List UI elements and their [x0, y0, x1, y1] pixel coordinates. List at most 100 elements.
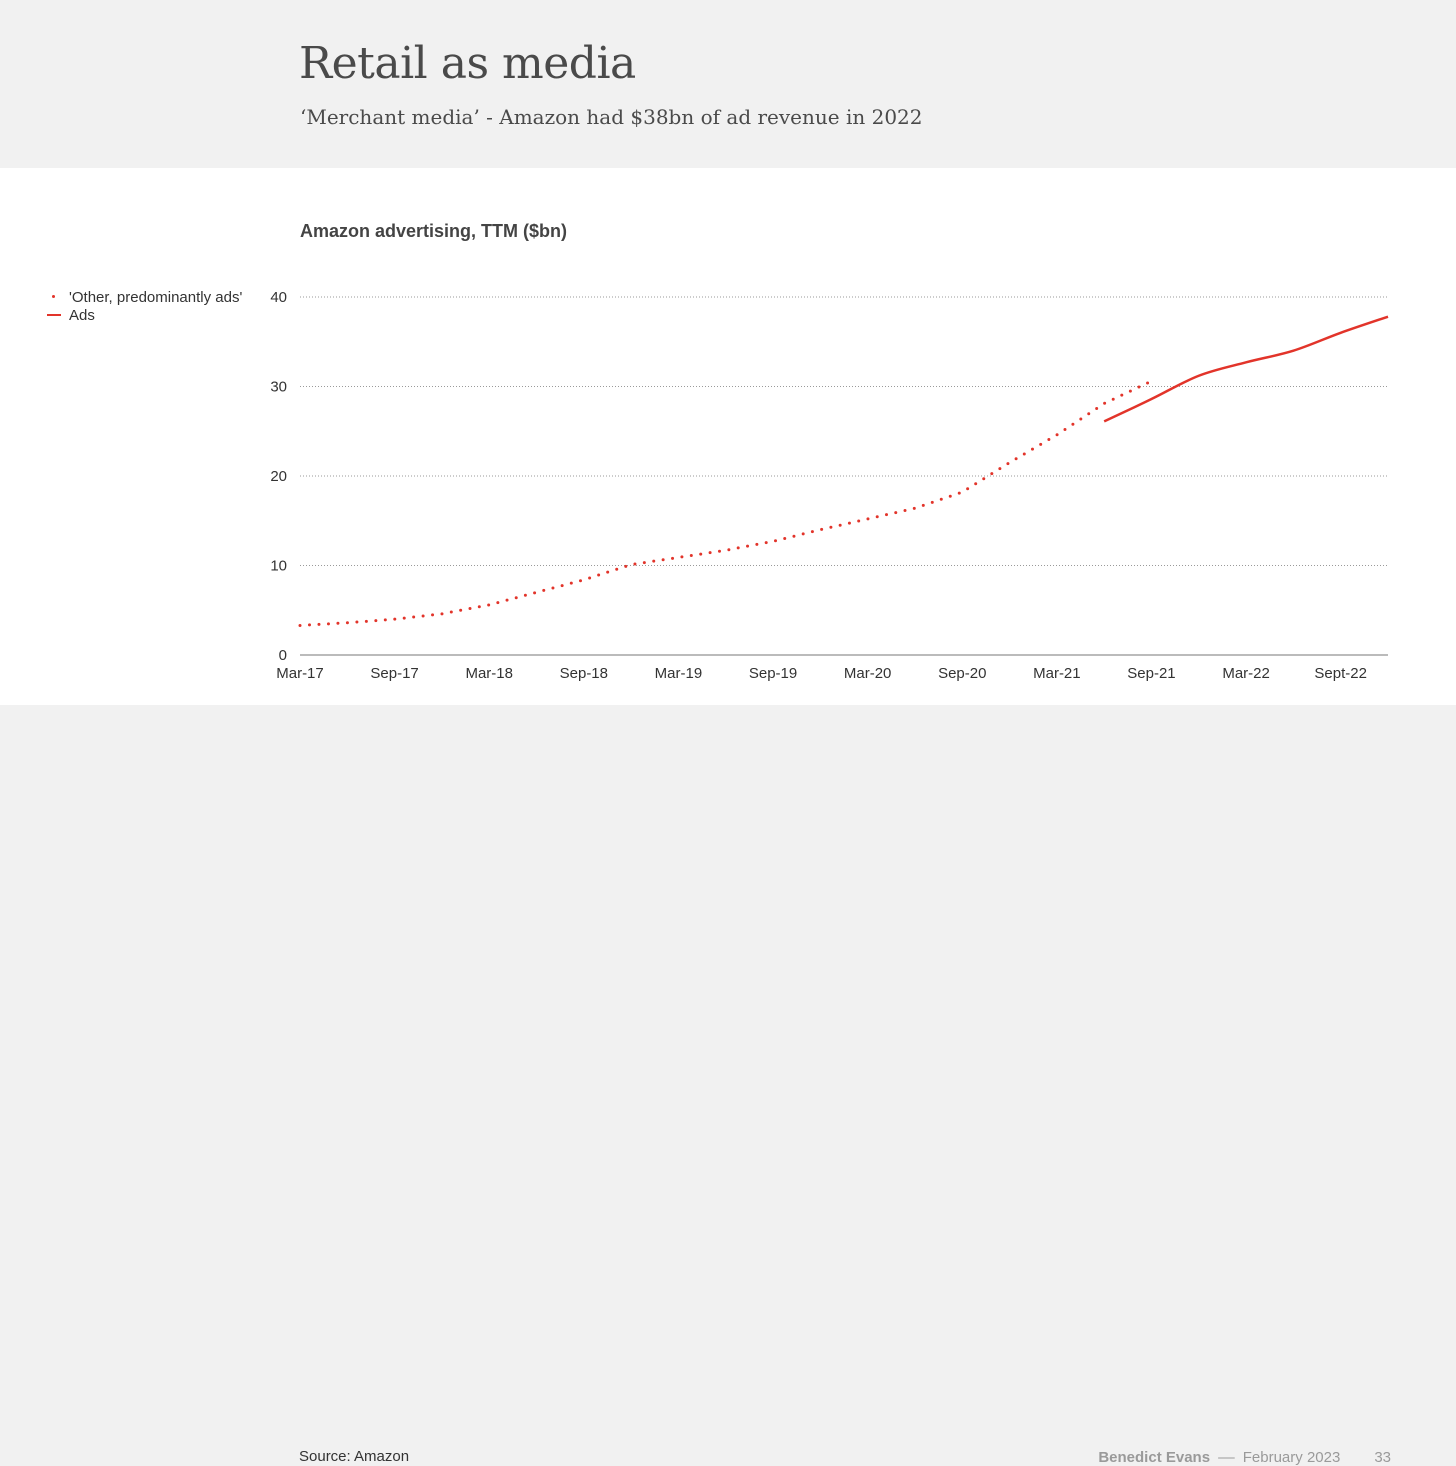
- legend-dot-swatch: [44, 288, 66, 306]
- series-other-point: [857, 519, 861, 523]
- series-other-point: [1120, 393, 1124, 397]
- series-other-point: [514, 596, 518, 600]
- chart-title: Amazon advertising, TTM ($bn): [300, 221, 568, 241]
- y-tick-label: 10: [270, 558, 287, 575]
- series-other-point: [966, 487, 970, 491]
- legend-item-other: 'Other, predominantly ads': [44, 288, 242, 306]
- series-other-point: [875, 515, 879, 519]
- series-other-point: [615, 567, 619, 571]
- series-other-point: [884, 513, 888, 517]
- credit-date: February 2023: [1242, 1449, 1341, 1466]
- series-other-point: [624, 564, 628, 568]
- series-other-point: [801, 532, 805, 536]
- series-other-point: [671, 556, 675, 560]
- series-other-point: [307, 623, 311, 627]
- series-other-point: [421, 614, 425, 618]
- series-other-point: [355, 620, 359, 624]
- series-other-point: [755, 542, 759, 546]
- y-tick-label: 30: [270, 379, 287, 396]
- series-other-point: [998, 467, 1002, 471]
- x-tick-label: Sep-19: [749, 665, 797, 682]
- series-other-point: [1137, 385, 1141, 389]
- x-tick-label: Sep-18: [560, 665, 608, 682]
- series-ads-line: [1103, 315, 1389, 423]
- author-name: Benedict Evans: [1098, 1449, 1211, 1466]
- legend-item-ads: Ads: [44, 306, 242, 324]
- series-other-point: [606, 570, 610, 574]
- page-title: Retail as media: [299, 38, 636, 89]
- series-other-point: [847, 521, 851, 525]
- x-tick-label: Sep-21: [1127, 665, 1175, 682]
- series-other-point: [820, 527, 824, 531]
- series-other-point: [1063, 427, 1067, 431]
- series-other-point: [708, 551, 712, 555]
- series-other-point: [689, 553, 693, 557]
- series-other-point: [764, 541, 768, 545]
- series-other-point: [680, 555, 684, 559]
- series-other-point: [496, 601, 500, 605]
- series-other-point: [1055, 433, 1059, 437]
- series-other-point: [505, 598, 509, 602]
- x-tick-label: Sep-17: [370, 665, 418, 682]
- x-tick-label: Mar-22: [1222, 665, 1270, 682]
- series-other-point: [717, 549, 721, 553]
- series-other-point: [1079, 417, 1083, 421]
- series-other-point: [736, 546, 740, 550]
- series-other-point: [727, 548, 731, 552]
- series-other-point: [578, 579, 582, 583]
- legend-label-other: 'Other, predominantly ads': [69, 288, 243, 306]
- footer-band: Source: Amazon Benedict Evans –– Februar…: [0, 705, 1456, 1466]
- x-tick-label: Mar-18: [465, 665, 513, 682]
- series-other-point: [560, 584, 564, 588]
- series-other-point: [810, 530, 814, 534]
- series-other-point: [402, 616, 406, 620]
- series-other-point: [1103, 401, 1107, 405]
- series-other-point: [661, 558, 665, 562]
- series-other-point: [298, 623, 302, 627]
- series-other-point: [1071, 422, 1075, 426]
- chart-legend: 'Other, predominantly ads' Ads: [44, 288, 242, 324]
- series-other-point: [459, 608, 463, 612]
- series-other-point: [1128, 389, 1132, 393]
- series-other-point: [449, 610, 453, 614]
- series-other-point: [1047, 438, 1051, 442]
- series-other-point: [1039, 442, 1043, 446]
- series-other-point: [957, 491, 961, 495]
- y-tick-label: 40: [270, 289, 287, 306]
- series-other-point: [792, 534, 796, 538]
- x-tick-label: Mar-17: [276, 665, 324, 682]
- series-other-point: [774, 539, 778, 543]
- series-other-point: [551, 586, 555, 590]
- chart-panel: [0, 168, 1456, 705]
- series-other-point: [1095, 406, 1099, 410]
- series-other-point: [1146, 381, 1150, 385]
- series-other-point: [364, 619, 368, 623]
- series-other-point: [468, 607, 472, 611]
- series-other-point: [569, 581, 573, 585]
- series-other-point: [431, 613, 435, 617]
- series-other-point: [866, 517, 870, 521]
- series-other-point: [1087, 412, 1091, 416]
- series-other-point: [374, 619, 378, 623]
- x-tick-label: Sept-22: [1314, 665, 1367, 682]
- series-other-point: [440, 612, 444, 616]
- series-other-point: [1014, 457, 1018, 461]
- series-other-point: [393, 617, 397, 621]
- source-note: Source: Amazon: [299, 1448, 410, 1465]
- series-other-point: [1030, 447, 1034, 451]
- legend-line-swatch: [44, 306, 66, 324]
- series-other-point: [523, 593, 527, 597]
- series-other-point: [652, 559, 656, 563]
- series-other-point: [930, 500, 934, 504]
- series-other-point: [939, 497, 943, 501]
- y-tick-label: 0: [279, 647, 287, 664]
- series-other-point: [783, 536, 787, 540]
- series-other-point: [317, 622, 321, 626]
- x-tick-label: Mar-21: [1033, 665, 1081, 682]
- series-other-point: [642, 561, 646, 565]
- credit-separator: ––: [1218, 1449, 1235, 1466]
- y-tick-label: 20: [270, 468, 287, 485]
- series-other-point: [477, 605, 481, 609]
- series-other-dots: [298, 381, 1150, 627]
- series-other-point: [588, 576, 592, 580]
